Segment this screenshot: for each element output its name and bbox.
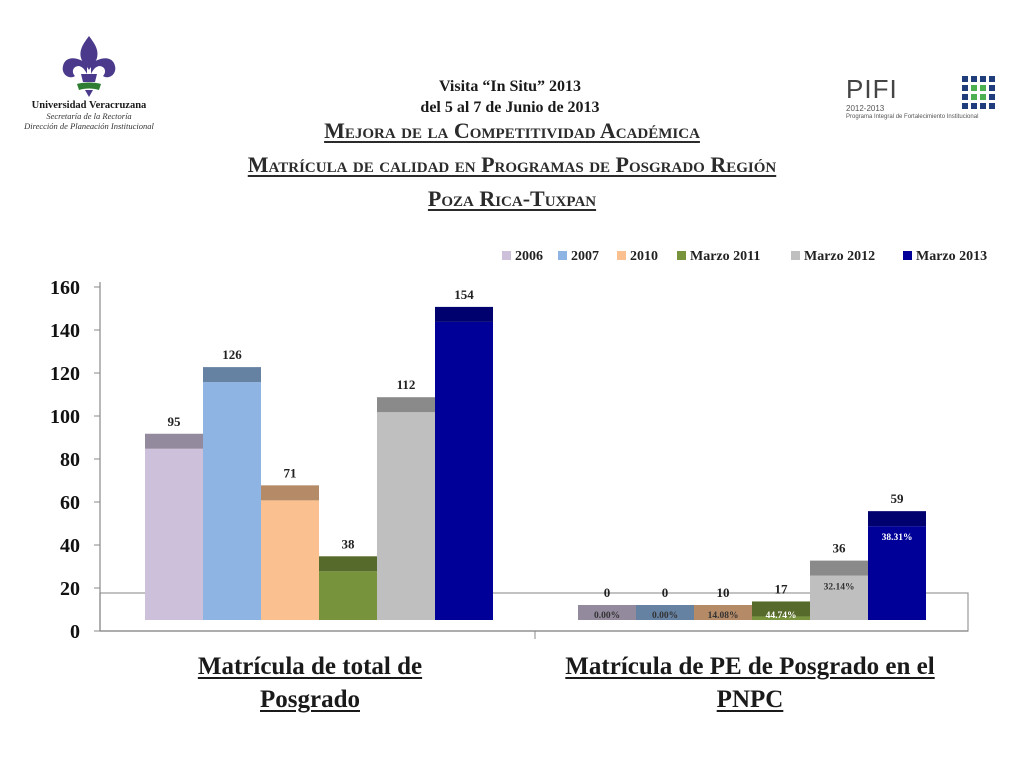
bar-body xyxy=(319,571,377,620)
universidad-veracruzana-logo: Universidad Veracruzana Secretaría de la… xyxy=(14,34,164,144)
bar-body xyxy=(203,382,261,620)
fleur-de-lis-icon xyxy=(62,36,116,97)
bar-cap xyxy=(578,605,636,620)
bar-value-label: 95 xyxy=(168,414,182,429)
legend-swatch xyxy=(791,251,800,260)
bar-value-label: 154 xyxy=(454,287,474,302)
bar-value-label: 0 xyxy=(662,585,669,600)
bar-body xyxy=(377,412,435,620)
y-tick-label: 80 xyxy=(60,449,80,471)
bar-body xyxy=(261,500,319,620)
bar-body xyxy=(868,526,926,620)
title-line-3: Poza Rica-Tuxpan xyxy=(427,186,597,211)
legend-label: 2007 xyxy=(571,249,599,264)
bar-cap xyxy=(694,605,752,620)
visit-line2: del 5 al 7 de Junio de 2013 xyxy=(420,99,600,116)
pifi-wordmark: PIFI xyxy=(846,74,898,104)
university-sub1: Secretaría de la Rectoría xyxy=(46,111,132,121)
bar-percent-label: 14.08% xyxy=(708,611,739,621)
y-tick-label: 60 xyxy=(60,492,80,514)
bar-cap xyxy=(810,560,868,576)
bar-cap xyxy=(261,485,319,501)
bar-value-label: 126 xyxy=(222,347,242,362)
enrollment-bar-chart: 02040608010012014016095126713811215400.0… xyxy=(50,249,987,643)
legend-label: Marzo 2013 xyxy=(916,249,987,264)
y-tick-label: 120 xyxy=(50,363,80,385)
legend-label: Marzo 2012 xyxy=(804,249,875,264)
legend-swatch xyxy=(677,251,686,260)
bar-value-label: 10 xyxy=(717,585,730,600)
university-sub2: Dirección de Planeación Institucional xyxy=(24,121,154,131)
y-tick-label: 100 xyxy=(50,406,80,428)
legend-swatch xyxy=(617,251,626,260)
bar-cap xyxy=(319,556,377,572)
y-tick-label: 0 xyxy=(70,621,80,643)
bar-percent-label: 44.74% xyxy=(766,611,797,621)
pifi-subtitle: Programa Integral de Fortalecimiento Ins… xyxy=(846,114,979,120)
bar-value-label: 17 xyxy=(775,581,789,596)
bar-body xyxy=(752,616,810,620)
bar-value-label: 71 xyxy=(284,465,297,480)
visit-line1: Visita “In Situ” 2013 xyxy=(438,78,582,95)
legend-swatch xyxy=(558,251,567,260)
legend-label: 2010 xyxy=(630,249,658,264)
bar-cap xyxy=(377,397,435,413)
bar-value-label: 36 xyxy=(833,541,847,556)
bar-cap xyxy=(636,605,694,620)
y-tick-label: 140 xyxy=(50,320,80,342)
bar-body xyxy=(435,321,493,620)
bar-body xyxy=(810,575,868,620)
bar-percent-label: 0.00% xyxy=(652,611,678,621)
y-tick-label: 160 xyxy=(50,277,80,299)
bar-percent-label: 32.14% xyxy=(824,583,855,593)
title-line-1: Mejora de la Competitividad Académica xyxy=(324,118,700,143)
visit-info: Visita “In Situ” 2013 del 5 al 7 de Juni… xyxy=(310,76,710,118)
pifi-logo: PIFI 2012-2013 Programa Integral de Fort… xyxy=(842,74,1006,124)
university-name: Universidad Veracruzana xyxy=(31,100,147,111)
pifi-years: 2012-2013 xyxy=(846,104,885,113)
bar-value-label: 112 xyxy=(397,377,416,392)
bar-body xyxy=(145,448,203,620)
bar-cap xyxy=(752,601,810,617)
y-tick-label: 20 xyxy=(60,578,80,600)
bar-percent-label: 38.31% xyxy=(882,533,913,543)
legend-swatch xyxy=(903,251,912,260)
category-label-pnpc: Matrícula de PE de Posgrado en el PNPC xyxy=(565,653,935,713)
bar-cap xyxy=(435,306,493,322)
bar-value-label: 38 xyxy=(342,536,356,551)
bar-cap xyxy=(145,433,203,449)
bar-cap xyxy=(203,367,261,383)
legend-label: Marzo 2011 xyxy=(690,249,760,264)
bar-value-label: 0 xyxy=(604,585,611,600)
bar-cap xyxy=(868,511,926,527)
bar-value-label: 59 xyxy=(891,491,905,506)
legend-swatch xyxy=(502,251,511,260)
bar-percent-label: 0.00% xyxy=(594,611,620,621)
legend-label: 2006 xyxy=(515,249,543,264)
category-label-total: Matrícula de total de Posgrado xyxy=(197,653,423,713)
y-tick-label: 40 xyxy=(60,535,80,557)
title-line-2: Matrícula de calidad en Programas de Pos… xyxy=(247,152,777,177)
pifi-grid-icon xyxy=(962,76,995,109)
